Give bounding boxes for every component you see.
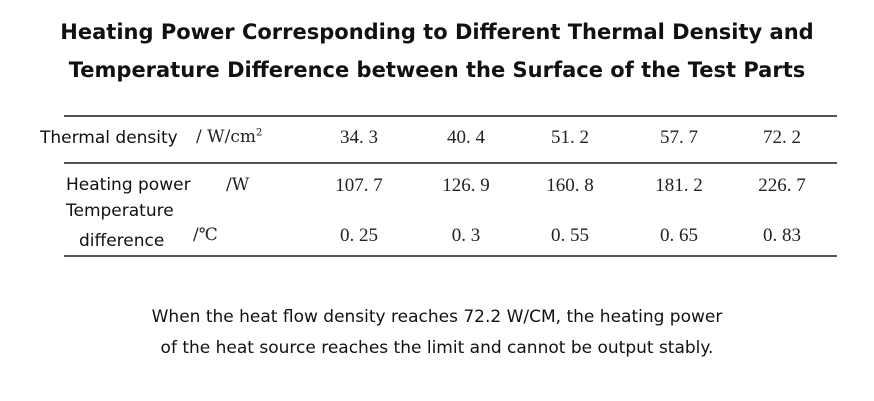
table-cell: 160. 8 — [546, 175, 594, 196]
table-cell: 181. 2 — [655, 175, 703, 196]
table-cell: 34. 3 — [340, 127, 378, 148]
table-cell: 0. 65 — [660, 225, 698, 246]
row-unit-temperature: /℃ — [193, 225, 218, 245]
row-label-difference: difference — [79, 231, 165, 251]
title-line-1: Heating Power Corresponding to Different… — [60, 20, 814, 44]
table-cell: 126. 9 — [442, 175, 490, 196]
page-title: Heating Power Corresponding to Different… — [0, 13, 874, 89]
table-cell: 226. 7 — [758, 175, 806, 196]
row-label-temperature: Temperature — [66, 201, 174, 221]
table-cell: 107. 7 — [335, 175, 383, 196]
note-line-2: of the heat source reaches the limit and… — [160, 338, 714, 358]
table-top-rule — [64, 115, 837, 117]
row-label-heating-power: Heating power — [66, 175, 191, 195]
table-cell: 0. 83 — [763, 225, 801, 246]
table-cell: 72. 2 — [763, 127, 801, 148]
table-cell: 57. 7 — [660, 127, 698, 148]
table-cell: 0. 25 — [340, 225, 378, 246]
row-unit-heating-power: /W — [226, 175, 250, 195]
table-cell: 0. 3 — [451, 225, 481, 246]
table-header-rule — [64, 162, 837, 164]
row-unit-thermal-density: / W/cm2 — [196, 127, 262, 147]
table-cell: 0. 55 — [551, 225, 589, 246]
unit-superscript: 2 — [255, 127, 263, 139]
footnote: When the heat flow density reaches 72.2 … — [0, 302, 874, 364]
unit-text: / W/cm — [196, 127, 256, 147]
title-line-2: Temperature Difference between the Surfa… — [68, 58, 806, 82]
row-label-thermal-density: Thermal density — [40, 128, 178, 148]
note-line-1: When the heat flow density reaches 72.2 … — [151, 307, 723, 327]
table-bottom-rule — [64, 255, 837, 257]
table-cell: 51. 2 — [551, 127, 589, 148]
table-cell: 40. 4 — [447, 127, 485, 148]
